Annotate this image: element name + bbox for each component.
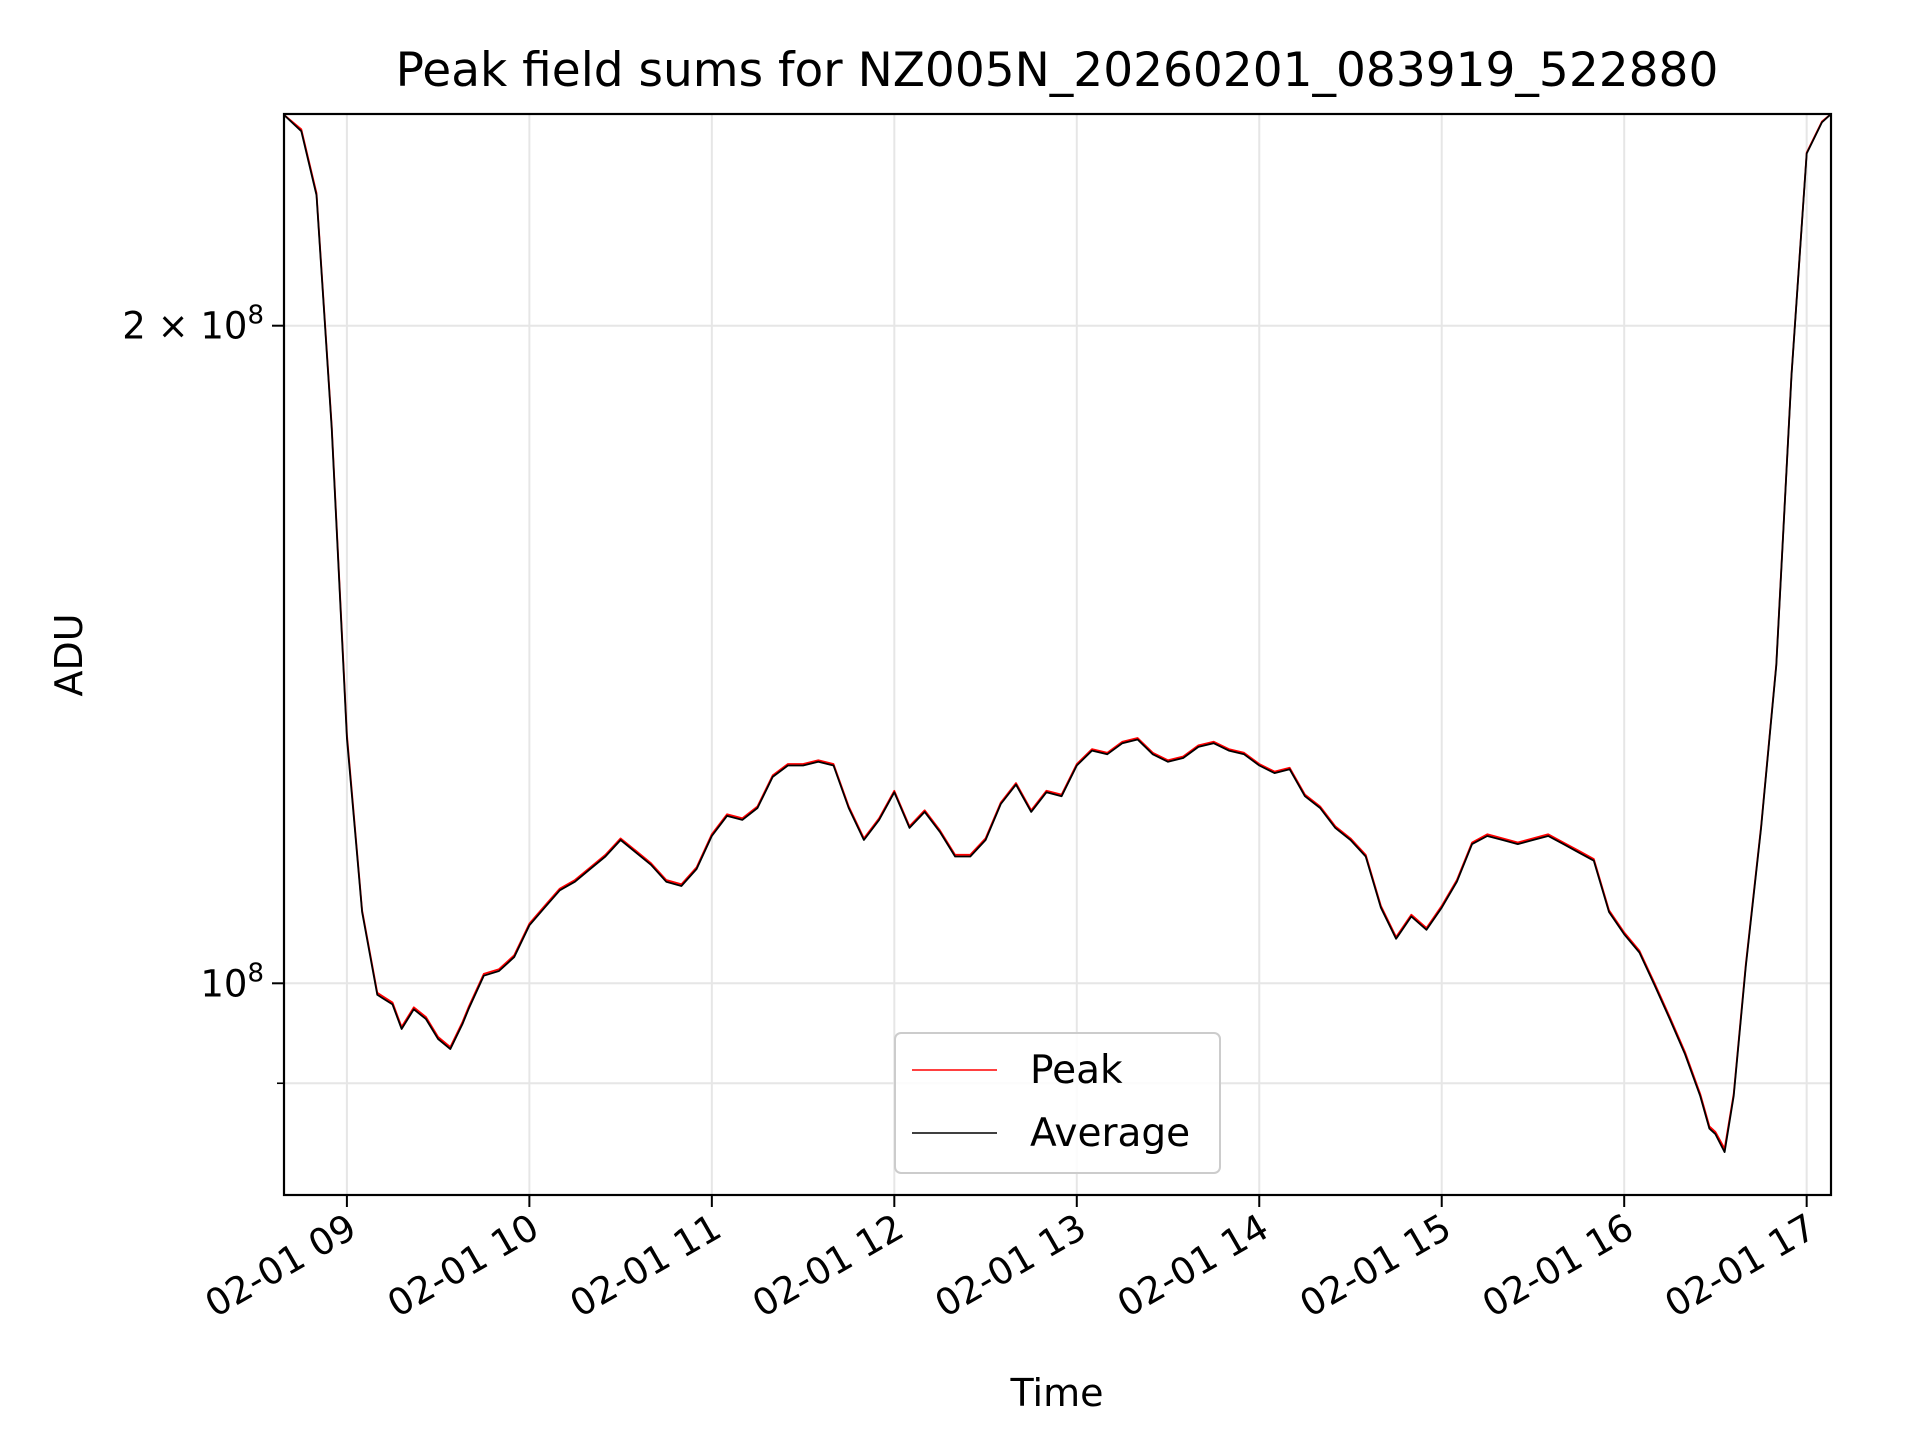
chart-title: Peak field sums for NZ005N_20260201_0839… bbox=[396, 43, 1719, 98]
series-line-average bbox=[284, 114, 1831, 1153]
y-axis-ticks: 108 2 × 108 bbox=[122, 301, 284, 1085]
grid bbox=[284, 114, 1831, 1195]
x-axis-label: Time bbox=[1010, 1371, 1104, 1415]
y-axis-label: ADU bbox=[47, 613, 91, 696]
legend-label-peak: Peak bbox=[1030, 1048, 1123, 1093]
legend-frame bbox=[894, 1032, 1221, 1174]
plot-frame bbox=[282, 112, 1833, 1197]
series-lines bbox=[284, 114, 1831, 1153]
legend-label-average: Average bbox=[1030, 1111, 1190, 1156]
y-tick-label: 108 bbox=[200, 958, 264, 1005]
legend: Peak Average bbox=[894, 1032, 1221, 1174]
y-tick-label: 2 × 108 bbox=[122, 301, 264, 348]
